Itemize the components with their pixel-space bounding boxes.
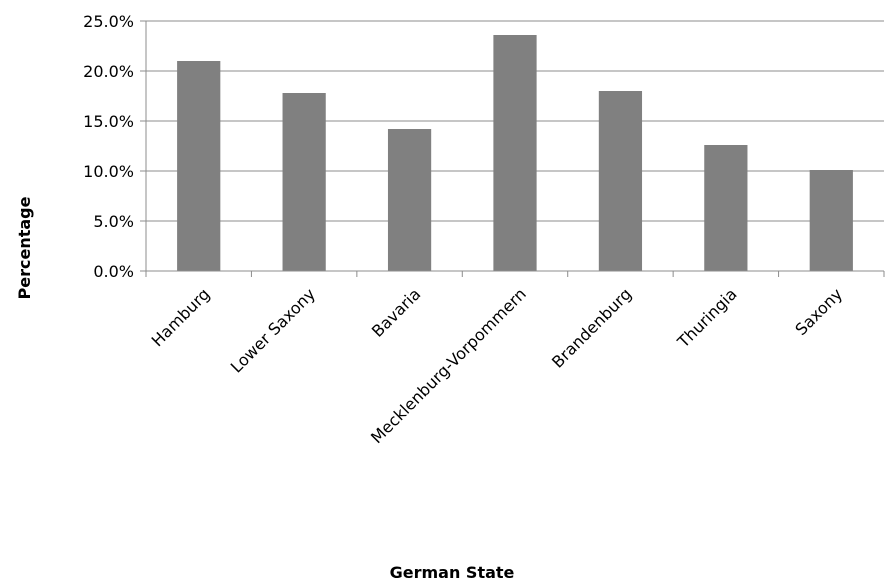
bar-bavaria [387, 129, 432, 271]
y-tick-label: 25.0% [83, 12, 134, 31]
bars [177, 35, 853, 271]
bar-thuringia [704, 145, 748, 271]
y-tick-label: 5.0% [93, 212, 134, 231]
x-tick-label: Saxony [791, 284, 846, 339]
y-tick-label: 10.0% [83, 162, 134, 181]
bar-brandenburg [598, 91, 643, 271]
y-tick-label: 15.0% [83, 112, 134, 131]
y-tick-label: 20.0% [83, 62, 134, 81]
x-tick-label: Bavaria [368, 284, 424, 340]
x-tick-labels: Hamburg Lower Saxony BavariaMecklenburg-Vo… [148, 284, 846, 447]
bar-lower-saxony [282, 93, 326, 271]
y-axis-title: Percentage [15, 196, 34, 299]
x-tick-label: Hamburg [148, 284, 214, 350]
x-tick-label: Thuringia [673, 284, 741, 352]
axes [140, 20, 885, 277]
y-tick-label: 0.0% [93, 262, 134, 281]
bar-saxony [809, 170, 853, 271]
bar-mecklenburg-vorpommern [493, 35, 537, 271]
y-tick-labels: 0.0% 5.0% 10.0% 15.0% 20.0% 25.0% [83, 12, 134, 281]
x-axis-title: German State [390, 563, 515, 582]
bar-hamburg [177, 61, 221, 271]
x-tick-label: Lower Saxony [227, 284, 319, 376]
x-tick-label: Brandenburg [548, 284, 635, 371]
